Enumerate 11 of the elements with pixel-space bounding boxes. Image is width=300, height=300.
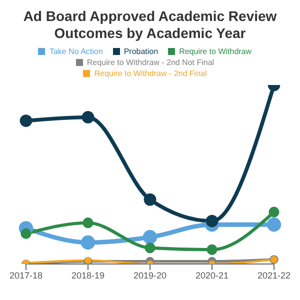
chart-title: Ad Board Approved Academic Review Outcomes by Academic Year	[22, 8, 278, 42]
x-tick-label: 2021-22	[257, 270, 291, 280]
legend-label: Probation	[124, 47, 158, 56]
x-tick-label: 2017-18	[9, 270, 43, 280]
legend-label: Take No Action	[49, 47, 103, 56]
x-tick-label: 2019-20	[133, 270, 167, 280]
x-tick-label: 2020-21	[195, 270, 229, 280]
legend-label: Require to Withdraw - 2nd Not Final	[86, 58, 214, 67]
legend-label: Require to Withdraw	[179, 47, 252, 56]
legend-label: Require to Withdraw - 2nd Final	[94, 69, 207, 78]
x-tick-label: 2018-19	[71, 270, 105, 280]
